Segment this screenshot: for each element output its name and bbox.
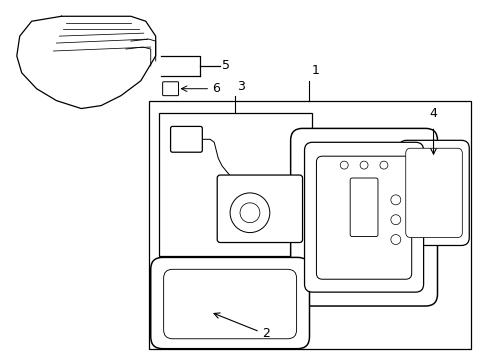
- FancyBboxPatch shape: [170, 126, 202, 152]
- FancyBboxPatch shape: [150, 257, 309, 349]
- FancyBboxPatch shape: [217, 175, 302, 243]
- Text: 1: 1: [311, 64, 319, 77]
- Bar: [148, 100, 470, 349]
- Text: 6: 6: [212, 82, 220, 95]
- FancyBboxPatch shape: [163, 269, 296, 339]
- FancyBboxPatch shape: [398, 140, 468, 246]
- FancyBboxPatch shape: [316, 156, 411, 279]
- Text: 3: 3: [237, 80, 244, 93]
- Text: 5: 5: [222, 59, 230, 72]
- FancyBboxPatch shape: [290, 129, 437, 306]
- Text: 4: 4: [429, 108, 437, 121]
- FancyBboxPatch shape: [349, 178, 377, 237]
- FancyBboxPatch shape: [163, 82, 178, 96]
- FancyBboxPatch shape: [304, 142, 423, 292]
- Bar: [158, 113, 312, 256]
- Text: 2: 2: [262, 327, 269, 340]
- FancyBboxPatch shape: [405, 148, 461, 238]
